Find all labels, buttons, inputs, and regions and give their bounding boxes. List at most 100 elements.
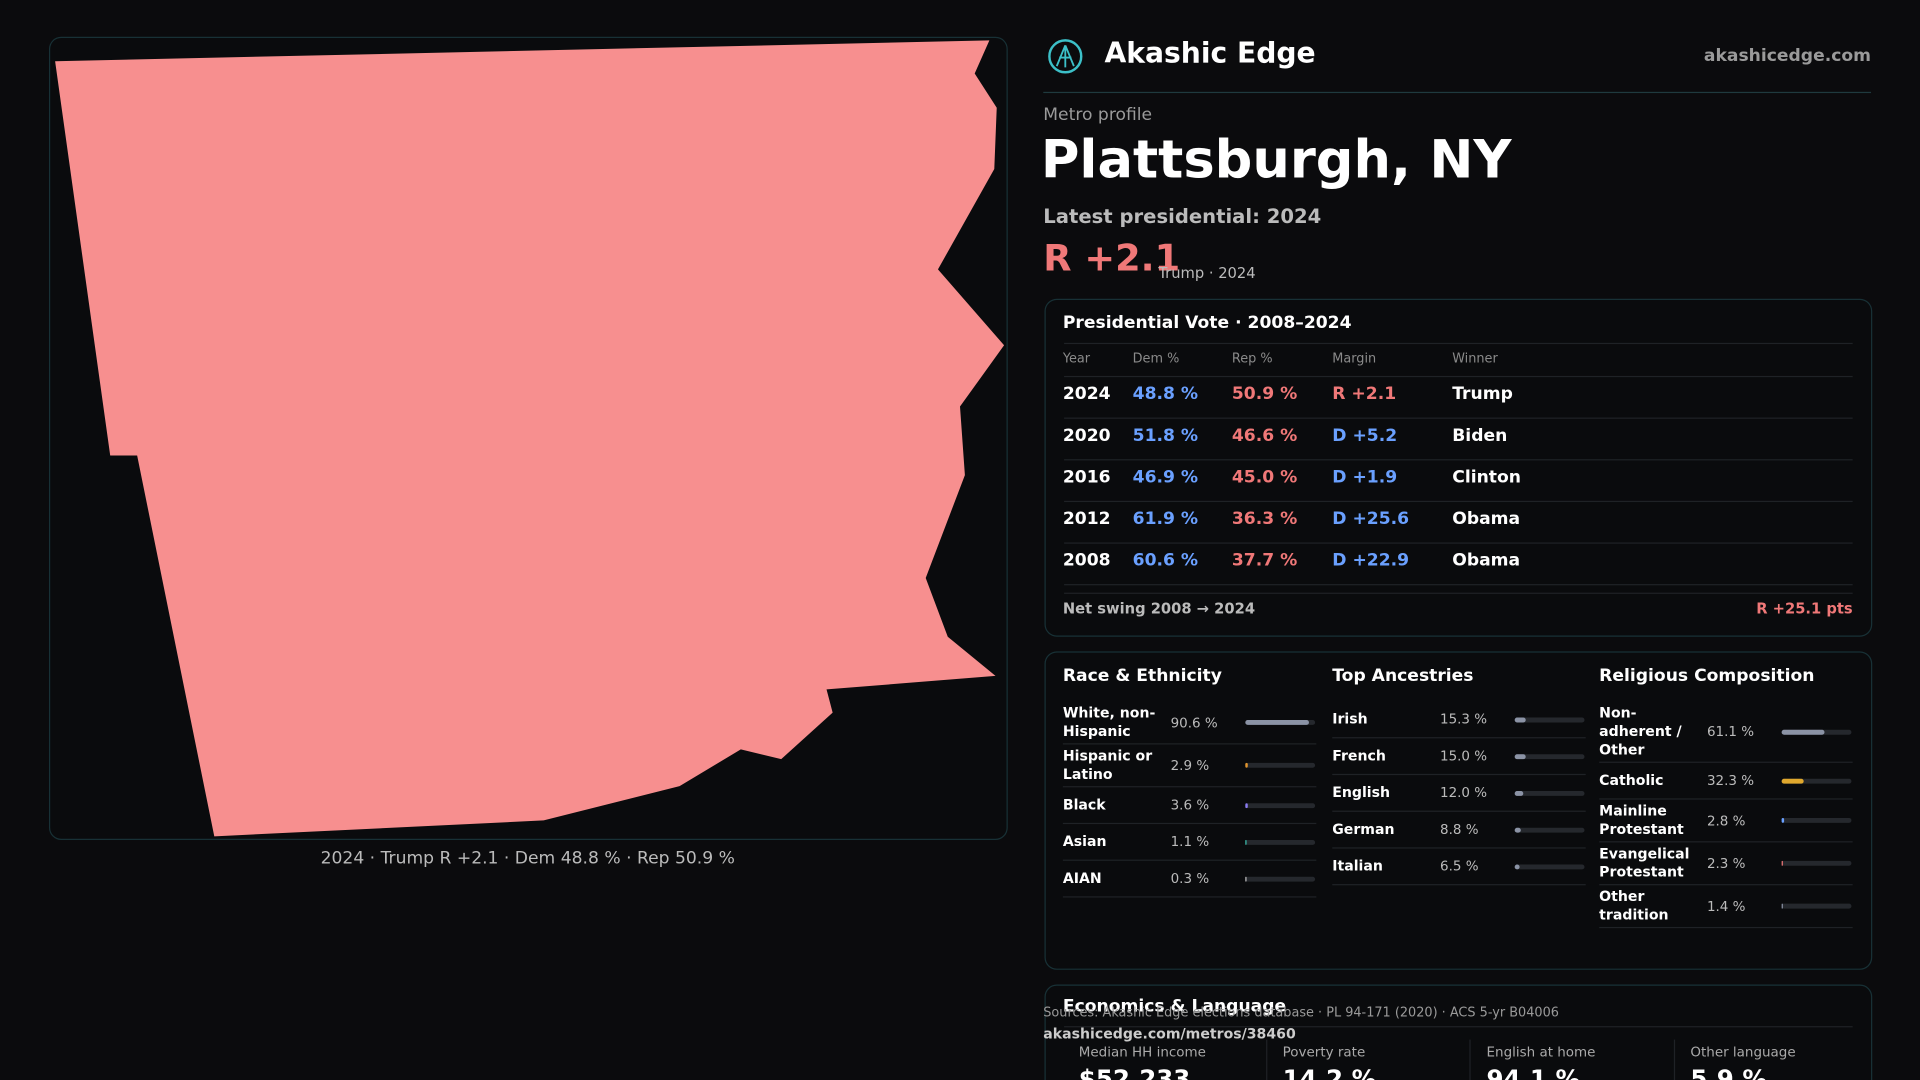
sources: Sources: Akashic Edge elections database… bbox=[1043, 1005, 1559, 1021]
bar bbox=[1781, 778, 1805, 784]
table-cell: R +2.1 bbox=[1332, 384, 1397, 405]
column-header: Winner bbox=[1452, 351, 1498, 367]
data-row: Hispanic or Latino 2.9 % bbox=[1062, 744, 1317, 788]
row-label: Irish bbox=[1332, 710, 1368, 728]
divider bbox=[1469, 1039, 1471, 1080]
stat-value: 5.9 % bbox=[1690, 1064, 1767, 1080]
rule bbox=[1064, 342, 1853, 345]
bar bbox=[1514, 863, 1520, 869]
stat-value: $52,233 bbox=[1078, 1064, 1191, 1080]
rule bbox=[1064, 542, 1853, 544]
bar bbox=[1781, 817, 1784, 823]
bar bbox=[1245, 802, 1248, 808]
bar bbox=[1245, 839, 1247, 845]
row-value: 61.1 % bbox=[1706, 723, 1755, 740]
latest: Latest presidential: 2024 bbox=[1043, 204, 1322, 228]
rule bbox=[1064, 584, 1853, 586]
row-label: French bbox=[1332, 746, 1386, 765]
table-cell: 36.3 % bbox=[1231, 509, 1298, 529]
table-cell: 50.9 % bbox=[1231, 384, 1298, 405]
stat-label: English at home bbox=[1486, 1044, 1596, 1061]
row-label: English bbox=[1332, 783, 1391, 801]
table-cell: D +22.9 bbox=[1332, 551, 1410, 571]
row-label: White, non-Hispanic bbox=[1062, 704, 1156, 740]
table-cell: 51.8 % bbox=[1132, 426, 1199, 446]
section-title: Race & Ethnicity bbox=[1062, 666, 1222, 686]
section-title: Top Ancestries bbox=[1332, 666, 1474, 686]
data-row: Evangelical Protestant 2.3 % bbox=[1599, 842, 1853, 886]
row-value: 2.3 % bbox=[1706, 855, 1746, 872]
table-cell: Obama bbox=[1452, 551, 1521, 571]
logo bbox=[1048, 39, 1083, 74]
metro-link[interactable]: akashicedge.com/metros/38460 bbox=[1043, 1024, 1296, 1043]
rule bbox=[1064, 417, 1853, 419]
row-label: Black bbox=[1062, 795, 1106, 814]
map bbox=[55, 40, 1005, 837]
brand-url[interactable]: akashicedge.com bbox=[1703, 46, 1872, 67]
bar-track bbox=[1245, 762, 1316, 768]
table-cell: Clinton bbox=[1452, 467, 1521, 488]
row-value: 15.3 % bbox=[1440, 711, 1488, 728]
data-row: Italian 6.5 % bbox=[1332, 849, 1586, 886]
bar-track bbox=[1514, 827, 1585, 833]
row-label: Other tradition bbox=[1599, 887, 1669, 924]
bar bbox=[1514, 827, 1521, 833]
table-cell: D +25.6 bbox=[1332, 509, 1410, 529]
demographics-panel: Race & Ethnicity White, non-Hispanic 90.6 … bbox=[1044, 651, 1873, 970]
data-row: Catholic 32.3 % bbox=[1599, 763, 1853, 800]
table-cell: Biden bbox=[1452, 426, 1508, 446]
row-label: Asian bbox=[1062, 832, 1107, 850]
table-cell: 61.9 % bbox=[1132, 509, 1199, 529]
rule bbox=[1064, 1026, 1853, 1028]
stat-label: Poverty rate bbox=[1282, 1044, 1366, 1061]
vote-panel: Presidential Vote · 2008–2024 Net swing … bbox=[1044, 298, 1873, 637]
table-cell: 2020 bbox=[1062, 426, 1111, 446]
row-label: Hispanic or Latino bbox=[1062, 746, 1153, 783]
column-header: Margin bbox=[1332, 351, 1377, 367]
bar-track bbox=[1514, 790, 1585, 796]
data-row: Non-adherent / Other 61.1 % bbox=[1599, 702, 1853, 763]
table-cell: 2016 bbox=[1062, 467, 1111, 488]
stat-label: Median HH income bbox=[1078, 1044, 1206, 1061]
table-cell: 2008 bbox=[1062, 551, 1111, 571]
table-cell: 2024 bbox=[1062, 384, 1111, 405]
table-cell: Obama bbox=[1452, 509, 1521, 529]
bar bbox=[1781, 903, 1783, 909]
stat-value: 14.2 % bbox=[1282, 1064, 1377, 1080]
bar bbox=[1514, 790, 1524, 796]
row-label: Mainline Protestant bbox=[1599, 802, 1684, 838]
table-cell: 37.7 % bbox=[1231, 551, 1298, 571]
section-rows: White, non-Hispanic 90.6 % Hispanic or Lat… bbox=[1062, 702, 1317, 898]
bar bbox=[1781, 860, 1784, 866]
bar-track bbox=[1245, 839, 1316, 845]
data-row: Asian 1.1 % bbox=[1062, 824, 1317, 861]
column-header: Year bbox=[1062, 351, 1091, 367]
row-value: 15.0 % bbox=[1440, 748, 1488, 765]
bar bbox=[1245, 720, 1309, 725]
row-label: German bbox=[1332, 820, 1395, 838]
kicker: Metro profile bbox=[1043, 105, 1153, 125]
row-value: 12.0 % bbox=[1440, 784, 1488, 801]
row-value: 2.9 % bbox=[1170, 757, 1210, 774]
table-cell: 45.0 % bbox=[1231, 467, 1298, 488]
metro-shape bbox=[55, 40, 1005, 837]
rule bbox=[1064, 375, 1853, 378]
stat-value: 94.1 % bbox=[1486, 1064, 1581, 1080]
data-row: Irish 15.3 % bbox=[1332, 702, 1586, 739]
row-value: 1.4 % bbox=[1706, 898, 1746, 915]
margin: R +2.1 bbox=[1043, 237, 1181, 281]
data-row: AIAN 0.3 % bbox=[1062, 861, 1317, 898]
bar bbox=[1514, 716, 1526, 722]
rule bbox=[1064, 592, 1853, 594]
metro-title: Plattsburgh, NY bbox=[1040, 129, 1512, 192]
column-header: Rep % bbox=[1231, 351, 1273, 367]
row-value: 3.6 % bbox=[1170, 797, 1210, 814]
bar-track bbox=[1245, 876, 1316, 882]
row-label: Non-adherent / Other bbox=[1599, 704, 1682, 758]
bar-track bbox=[1781, 860, 1852, 866]
margin-note: Trump · 2024 bbox=[1158, 264, 1256, 282]
data-row: White, non-Hispanic 90.6 % bbox=[1062, 702, 1317, 745]
row-value: 0.3 % bbox=[1170, 870, 1210, 887]
data-row: English 12.0 % bbox=[1332, 775, 1586, 812]
bar-track bbox=[1514, 716, 1585, 722]
